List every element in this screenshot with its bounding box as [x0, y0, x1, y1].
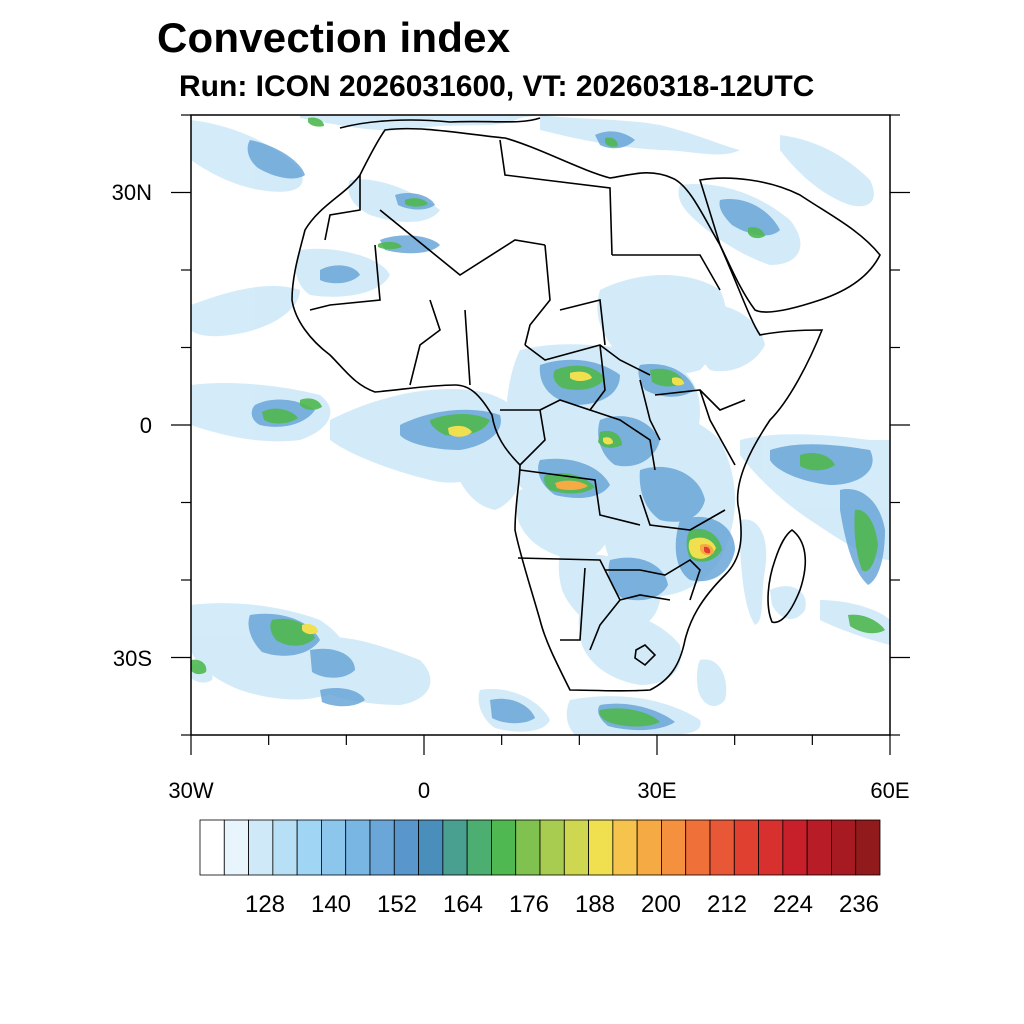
colorbar-swatch: [442, 819, 468, 876]
colorbar-swatch: [588, 819, 614, 876]
colorbar-label-212: 212: [707, 891, 747, 918]
border-5: [612, 254, 721, 291]
border-16: [639, 494, 726, 531]
border-1: [324, 175, 361, 241]
colorbar-label-188: 188: [575, 891, 615, 918]
country-boundaries: [291, 117, 881, 692]
colorbar-label-128: 128: [245, 891, 285, 918]
colorbar-swatch: [733, 819, 759, 876]
border-18: [560, 567, 586, 641]
field-hot: [302, 371, 716, 635]
map-frame: [171, 114, 910, 755]
colorbar-swatch: [345, 819, 371, 876]
colorbar-swatch: [758, 819, 784, 876]
border-23: [639, 379, 661, 441]
colorbar-swatch: [831, 819, 857, 876]
europe-coast: [339, 117, 541, 129]
border-20: [639, 558, 701, 601]
colorbar-swatch: [296, 819, 322, 876]
colorbar-swatch: [321, 819, 347, 876]
colorbar-swatch: [418, 819, 444, 876]
convection-field: [191, 115, 890, 735]
chart-subtitle: Run: ICON 2026031600, VT: 20260318-12UTC: [179, 70, 815, 103]
colorbar-swatch: [369, 819, 395, 876]
madagascar-coast: [767, 529, 807, 624]
colorbar-swatch: [782, 819, 808, 876]
x-tick-label-60e: 60E: [870, 778, 909, 803]
colorbar-label-224: 224: [773, 891, 813, 918]
colorbar-label-140: 140: [311, 891, 351, 918]
colorbar-swatch: [393, 819, 419, 876]
y-tick-label-30n: 30N: [112, 180, 152, 205]
colorbar-labels: 128 140 152 164 176 188 200 212 224 236: [245, 891, 879, 918]
border-3: [499, 139, 613, 256]
tick-marks: [171, 114, 910, 755]
border-7: [409, 299, 441, 386]
colorbar-swatch: [685, 819, 711, 876]
colorbar-swatch: [855, 819, 881, 876]
chart-title: Convection index: [157, 14, 511, 61]
colorbar-swatch: [806, 819, 832, 876]
colorbar-swatch: [661, 819, 687, 876]
border-11: [500, 409, 546, 466]
border-24: [559, 299, 606, 346]
colorbar-swatch: [612, 819, 638, 876]
x-tick-label-0: 0: [418, 778, 430, 803]
colorbar-swatch: [563, 819, 589, 876]
x-tick-label-30w: 30W: [168, 778, 213, 803]
border-12: [589, 409, 656, 471]
border-13: [654, 389, 746, 411]
colorbar-label-200: 200: [641, 891, 681, 918]
colorbar-label-176: 176: [509, 891, 549, 918]
border-4: [524, 244, 551, 346]
colorbar-swatch: [515, 819, 541, 876]
border-19: [604, 569, 671, 601]
colorbar-swatch: [466, 819, 492, 876]
colorbar-swatch: [709, 819, 735, 876]
colorbar-label-164: 164: [443, 891, 483, 918]
colorbar-swatch: [636, 819, 662, 876]
arabia-coast: [698, 177, 881, 313]
africa-coastline: [291, 127, 824, 692]
colorbar-swatch: [199, 819, 225, 876]
colorbar-swatch: [539, 819, 565, 876]
colorbar-swatch: [223, 819, 249, 876]
colorbar-swatch: [272, 819, 298, 876]
border-21: [589, 599, 621, 651]
colorbar-swatch: [248, 819, 274, 876]
x-tick-label-30e: 30E: [637, 778, 676, 803]
colorbar-label-152: 152: [377, 891, 417, 918]
y-tick-label-0: 0: [140, 413, 152, 438]
border-17: [517, 557, 640, 571]
border-6: [309, 244, 381, 311]
y-tick-label-30s: 30S: [113, 646, 152, 671]
colorbar: [199, 819, 881, 876]
border-14: [699, 389, 736, 466]
border-2: [379, 209, 546, 276]
colorbar-swatch: [491, 819, 517, 876]
border-8: [464, 309, 471, 386]
colorbar-label-236: 236: [839, 891, 879, 918]
border-15: [519, 469, 641, 526]
border-22: [634, 644, 657, 667]
